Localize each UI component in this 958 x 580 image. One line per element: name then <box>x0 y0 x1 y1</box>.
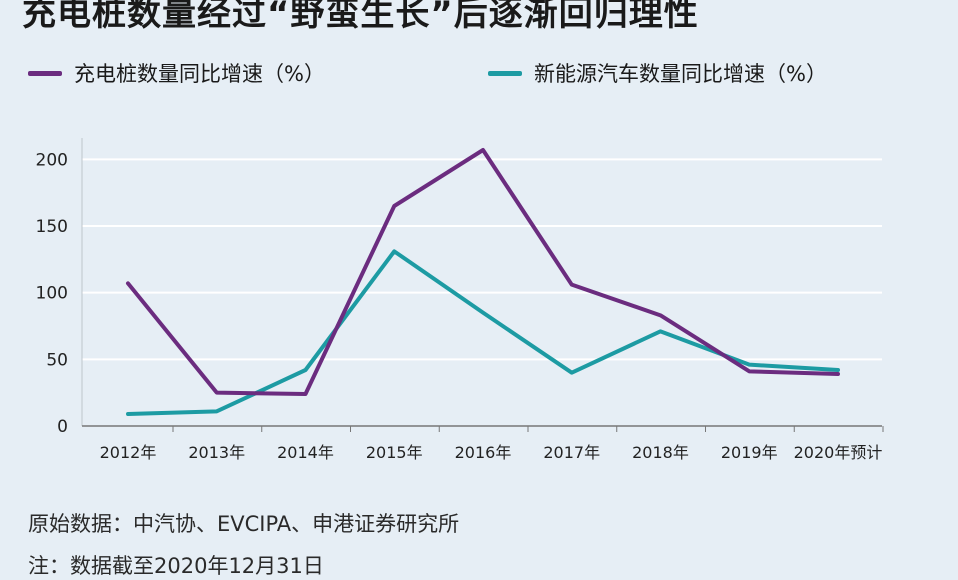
legend-item-nev: 新能源汽车数量同比增速（%） <box>488 58 827 88</box>
x-tick-label: 2018年 <box>632 443 689 462</box>
y-tick-label: 200 <box>36 150 68 170</box>
chart-title: 充电桩数量经过“野蛮生长”后逐渐回归理性 <box>22 0 699 34</box>
y-tick-label: 50 <box>46 350 68 370</box>
x-tick-label: 2019年 <box>721 443 778 462</box>
y-tick-label: 150 <box>36 217 68 237</box>
footnote: 注：数据截至2020年12月31日 <box>28 554 324 578</box>
line-chart: 0 50 100 150 200 2012年 2013年 2014年 2015年 2016年 201… <box>36 138 884 462</box>
x-tick-label: 2016年 <box>455 443 512 462</box>
x-tick-label: 2014年 <box>277 443 334 462</box>
series-line-charging-piles <box>126 148 840 396</box>
series-line-nev <box>126 249 840 416</box>
legend-label-charging-piles: 充电桩数量同比增速（%） <box>74 62 325 86</box>
y-tick-label: 100 <box>36 284 68 304</box>
x-tick-label: 2017年 <box>543 443 600 462</box>
x-tick-label: 2013年 <box>188 443 245 462</box>
x-tick-label: 2015年 <box>366 443 423 462</box>
legend-swatch-nev <box>488 70 522 76</box>
y-tick-label: 0 <box>57 417 68 437</box>
legend-item-charging-piles: 充电桩数量同比增速（%） <box>28 58 325 88</box>
source-note: 原始数据：中汽协、EVCIPA、申港证券研究所 <box>28 512 460 536</box>
legend-swatch-charging-piles <box>28 70 62 76</box>
x-tick-label: 2012年 <box>100 443 157 462</box>
legend-label-nev: 新能源汽车数量同比增速（%） <box>534 62 827 86</box>
x-tick-label: 2020年预计 <box>794 443 883 462</box>
